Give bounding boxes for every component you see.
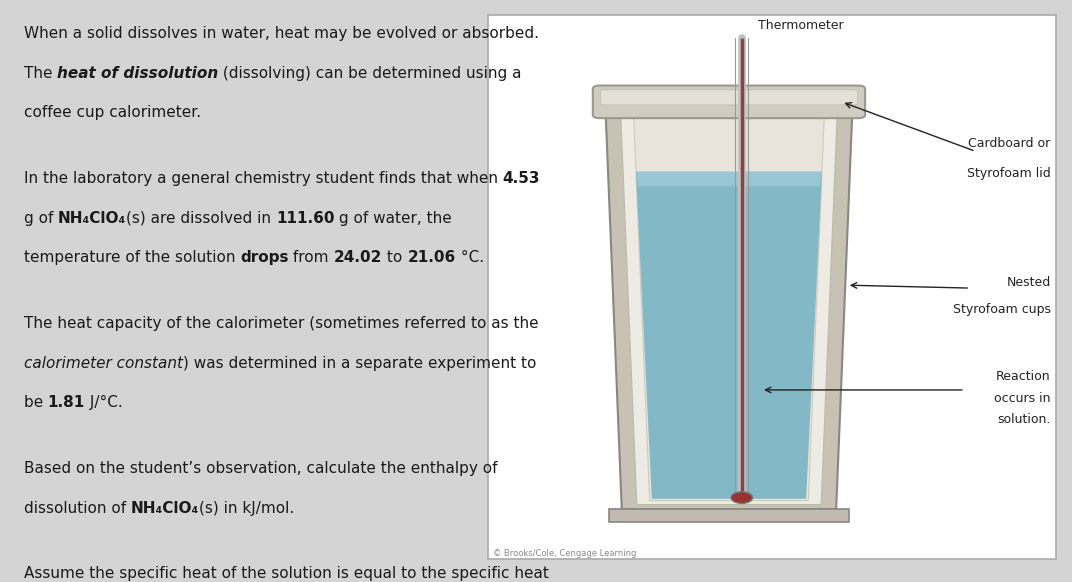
Text: from: from: [288, 250, 333, 265]
Circle shape: [731, 492, 753, 503]
Text: The heat capacity of the calorimeter (sometimes referred to as the: The heat capacity of the calorimeter (so…: [24, 316, 538, 331]
Text: g of: g of: [24, 211, 58, 226]
Text: Cardboard or: Cardboard or: [968, 137, 1051, 150]
Polygon shape: [634, 113, 824, 501]
Text: to: to: [383, 250, 407, 265]
Text: NH₄ClO₄: NH₄ClO₄: [131, 501, 198, 516]
Text: In the laboratory a general chemistry student finds that when: In the laboratory a general chemistry st…: [24, 171, 503, 186]
Text: occurs in: occurs in: [994, 392, 1051, 404]
FancyBboxPatch shape: [600, 90, 858, 105]
Text: heat of dissolution: heat of dissolution: [57, 66, 219, 81]
Text: coffee cup calorimeter.: coffee cup calorimeter.: [24, 105, 200, 120]
Text: Assume the specific heat of the solution is equal to the specific heat: Assume the specific heat of the solution…: [24, 566, 549, 581]
Text: (s) are dissolved in: (s) are dissolved in: [126, 211, 276, 226]
FancyBboxPatch shape: [609, 509, 849, 522]
Text: (dissolving) can be determined using a: (dissolving) can be determined using a: [219, 66, 522, 81]
Text: drops: drops: [240, 250, 288, 265]
Text: Based on the student’s observation, calculate the enthalpy of: Based on the student’s observation, calc…: [24, 461, 497, 476]
Text: calorimeter constant: calorimeter constant: [24, 356, 182, 371]
Text: © Brooks/Cole, Cengage Learning: © Brooks/Cole, Cengage Learning: [493, 549, 637, 558]
Text: 111.60: 111.60: [276, 211, 334, 226]
Text: When a solid dissolves in water, heat may be evolved or absorbed.: When a solid dissolves in water, heat ma…: [24, 26, 538, 41]
Text: ) was determined in a separate experiment to: ) was determined in a separate experimen…: [182, 356, 536, 371]
Text: Thermometer: Thermometer: [758, 19, 844, 32]
Text: solution.: solution.: [997, 413, 1051, 426]
Text: 24.02: 24.02: [333, 250, 383, 265]
Polygon shape: [621, 113, 837, 505]
Polygon shape: [636, 172, 822, 499]
Polygon shape: [606, 113, 852, 509]
Text: Styrofoam lid: Styrofoam lid: [967, 167, 1051, 180]
Text: g of water, the: g of water, the: [334, 211, 452, 226]
Text: °C.: °C.: [456, 250, 483, 265]
Text: Reaction: Reaction: [996, 370, 1051, 382]
Text: dissolution of: dissolution of: [24, 501, 131, 516]
Text: NH₄ClO₄: NH₄ClO₄: [58, 211, 126, 226]
Text: 21.06: 21.06: [407, 250, 456, 265]
Text: (s) in kJ/mol.: (s) in kJ/mol.: [198, 501, 294, 516]
Text: 1.81: 1.81: [48, 395, 85, 410]
Text: Styrofoam cups: Styrofoam cups: [953, 303, 1051, 315]
FancyBboxPatch shape: [488, 15, 1056, 559]
Polygon shape: [636, 172, 822, 186]
Text: 4.53: 4.53: [503, 171, 540, 186]
Text: J/°C.: J/°C.: [85, 395, 122, 410]
Text: The: The: [24, 66, 57, 81]
Text: be: be: [24, 395, 48, 410]
Text: temperature of the solution: temperature of the solution: [24, 250, 240, 265]
FancyBboxPatch shape: [593, 86, 865, 118]
Text: Nested: Nested: [1007, 276, 1051, 289]
